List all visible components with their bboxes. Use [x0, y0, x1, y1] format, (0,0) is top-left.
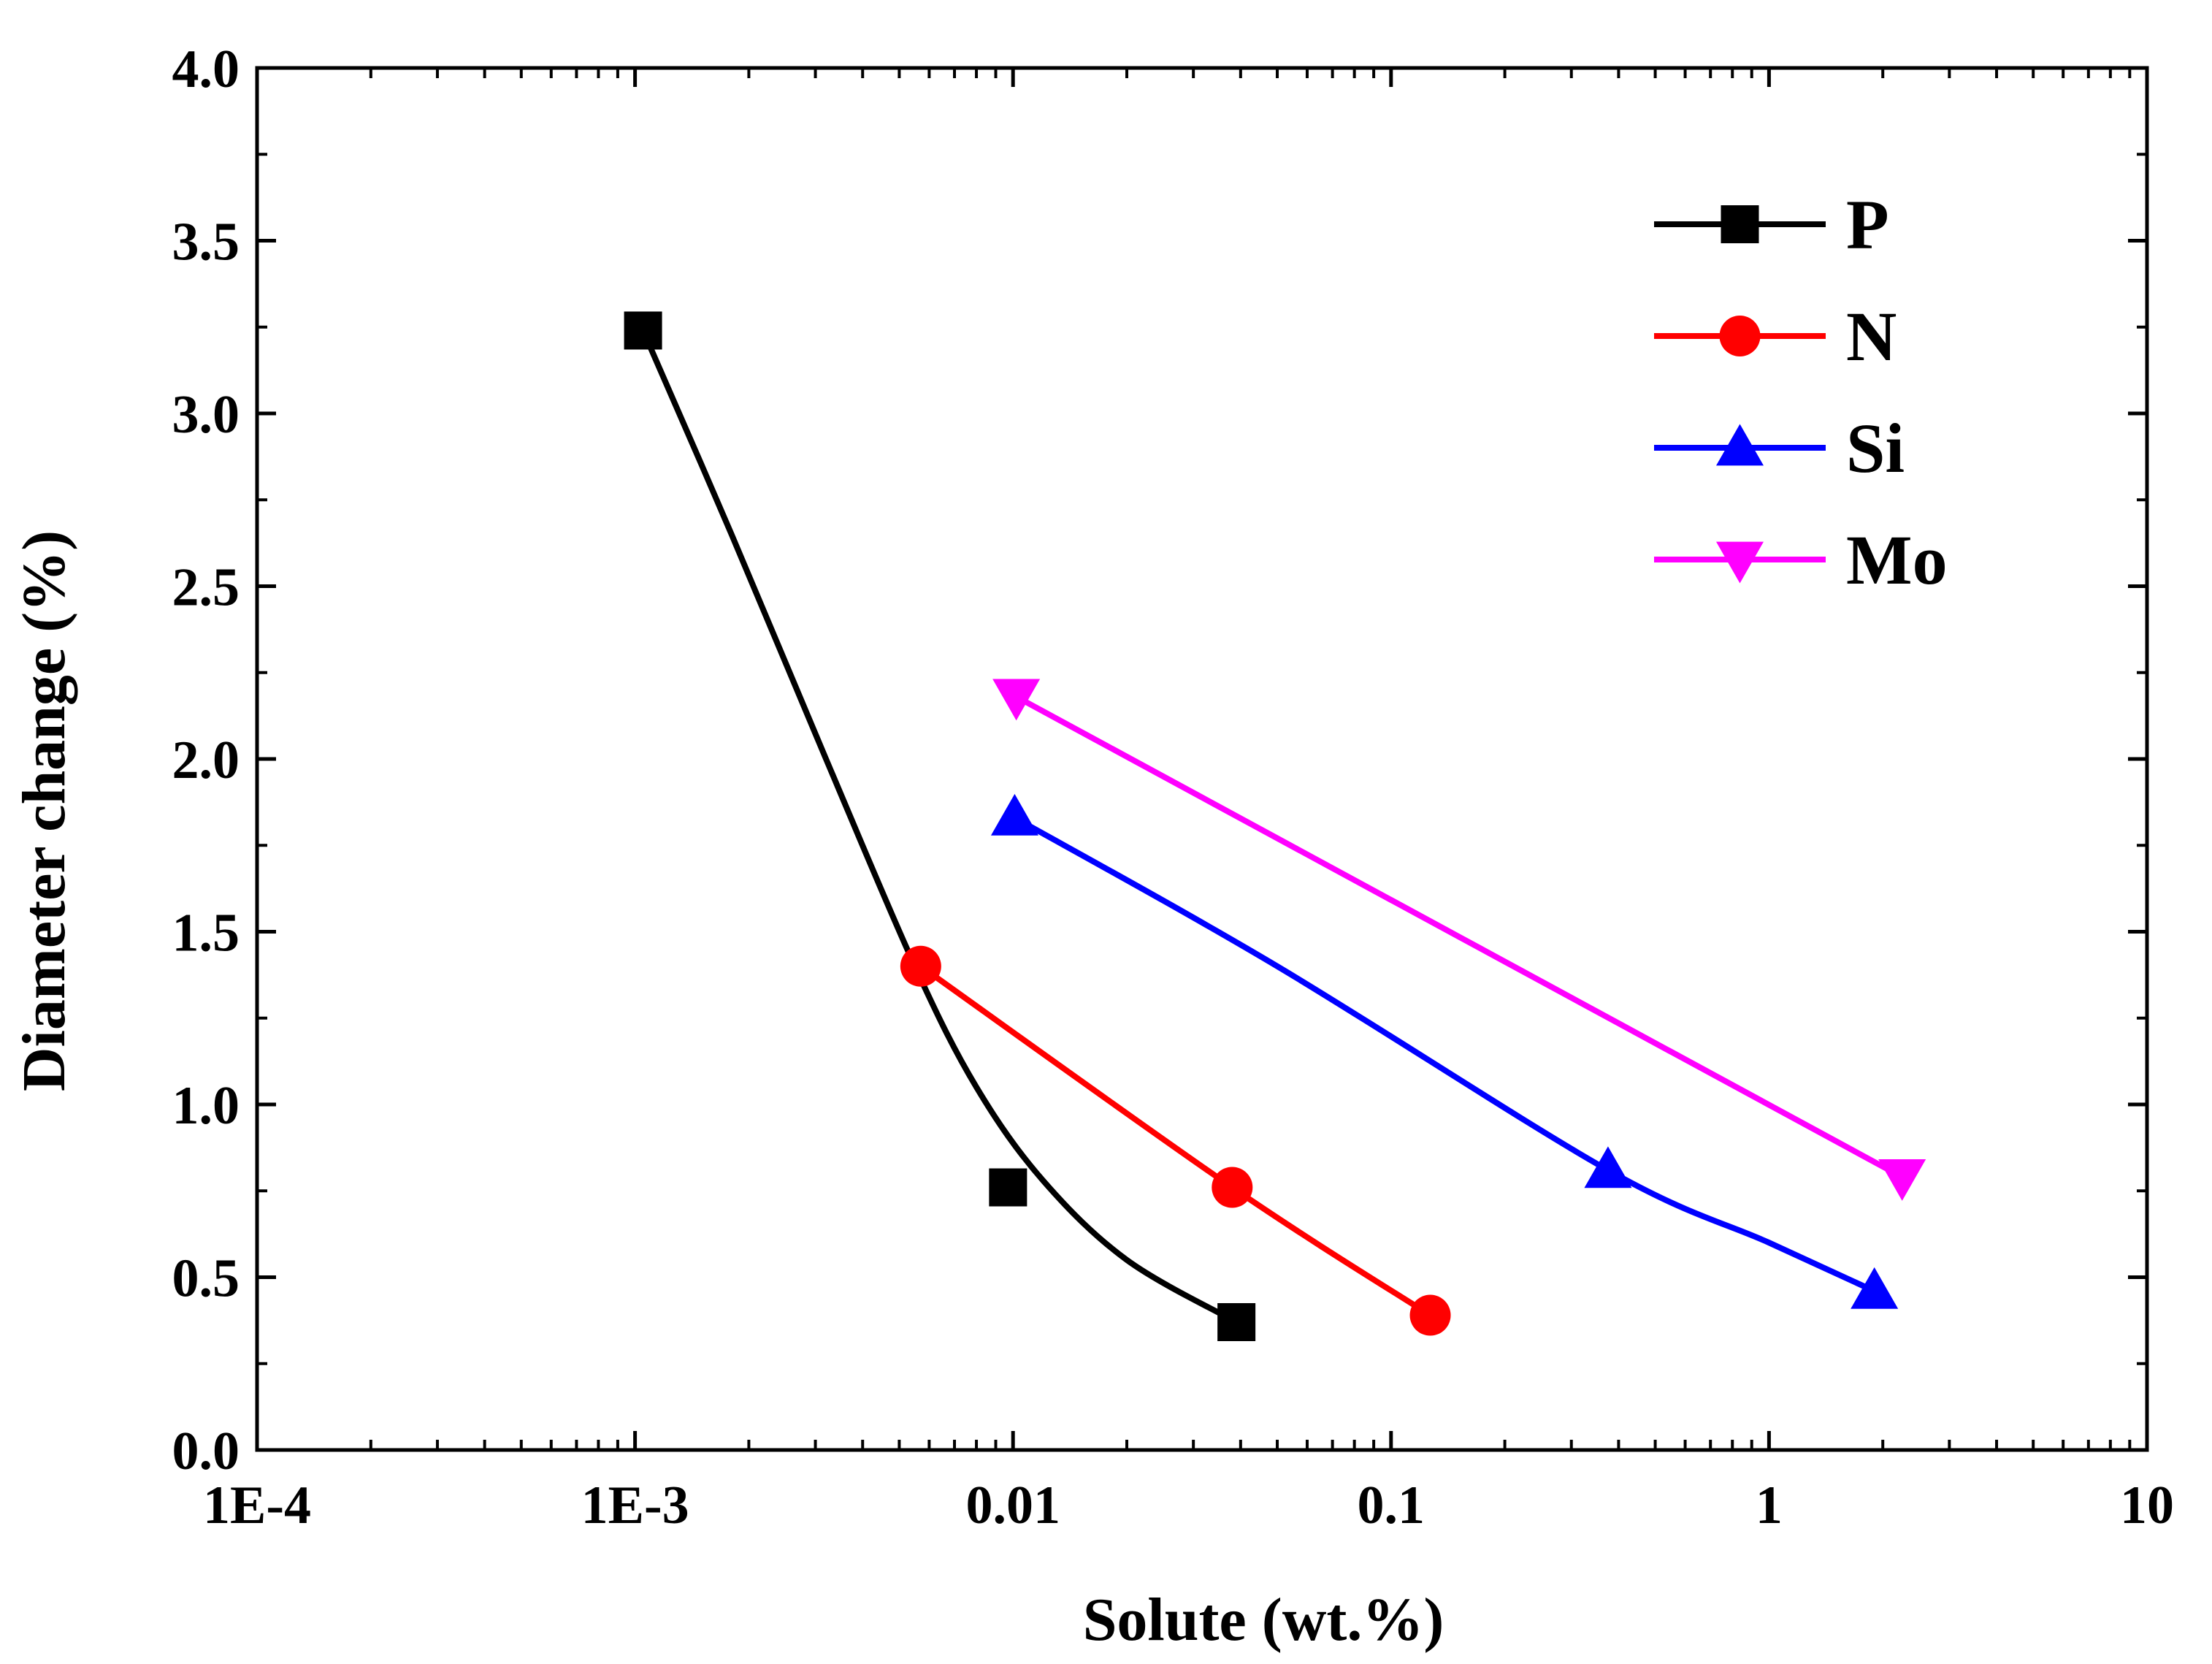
data-point-p: [1217, 1302, 1256, 1341]
y-tick-label: 3.0: [172, 385, 240, 445]
legend-marker-p: [1721, 205, 1759, 243]
data-point-si: [1584, 1146, 1632, 1188]
legend-marker-n: [1719, 316, 1761, 356]
y-tick-label: 2.5: [172, 558, 240, 618]
y-tick-label: 1.5: [172, 904, 240, 963]
y-axis-title: Diameter change (%): [10, 530, 78, 1091]
legend-label-mo: Mo: [1846, 521, 1948, 599]
data-point-n: [1409, 1294, 1451, 1336]
x-tick-label: 10: [2120, 1476, 2174, 1535]
y-tick-label: 3.5: [172, 213, 240, 272]
legend-label-si: Si: [1846, 409, 1905, 487]
legend-item-n: N: [1654, 297, 1897, 375]
y-tick-label: 1.0: [172, 1076, 240, 1136]
legend: PN Si Mo: [1654, 186, 1948, 599]
x-tick-label: 0.1: [1358, 1476, 1425, 1535]
legend-label-n: N: [1846, 297, 1897, 375]
legend-item-mo: Mo: [1654, 521, 1948, 599]
data-point-mo: [1878, 1159, 1926, 1201]
x-tick-label: 0.01: [965, 1476, 1060, 1535]
data-point-mo: [992, 679, 1041, 721]
data-point-n: [1212, 1167, 1253, 1208]
series-line-mo: [1013, 693, 1905, 1180]
y-tick-label: 0.0: [172, 1421, 240, 1481]
series-si: [990, 793, 1899, 1309]
axes-layer: 0.0 0.5 1.0 1.5 2.0 2.5 3.0 3.5 4.0 1E-4 1E-3 0.01 0…: [172, 39, 2175, 1535]
legend-marker-si: [1716, 424, 1764, 466]
y-tick-label: 0.5: [172, 1249, 240, 1309]
series-mo: [992, 679, 1926, 1201]
x-tick-label: 1E-3: [581, 1476, 689, 1535]
legend-marker-mo: [1716, 541, 1764, 584]
series-line-n: [917, 963, 1434, 1318]
x-axis-title: Solute (wt.%): [1083, 1586, 1444, 1654]
legend-item-si: Si: [1654, 409, 1905, 487]
y-tick-label: 2.0: [172, 730, 240, 790]
series-n: [900, 945, 1451, 1336]
y-tick-label: 4.0: [172, 39, 240, 99]
x-tick-label: 1: [1756, 1476, 1783, 1535]
data-point-p: [989, 1168, 1027, 1207]
data-point-si: [1851, 1267, 1899, 1309]
data-point-n: [900, 945, 941, 987]
legend-label-p: P: [1846, 186, 1889, 264]
x-tick-label: 1E-4: [203, 1476, 311, 1535]
legend-item-p: P: [1654, 186, 1889, 264]
data-point-si: [990, 793, 1038, 836]
series-layer: [624, 311, 1926, 1341]
series-line-si: [1011, 814, 1878, 1294]
data-point-p: [624, 311, 662, 350]
